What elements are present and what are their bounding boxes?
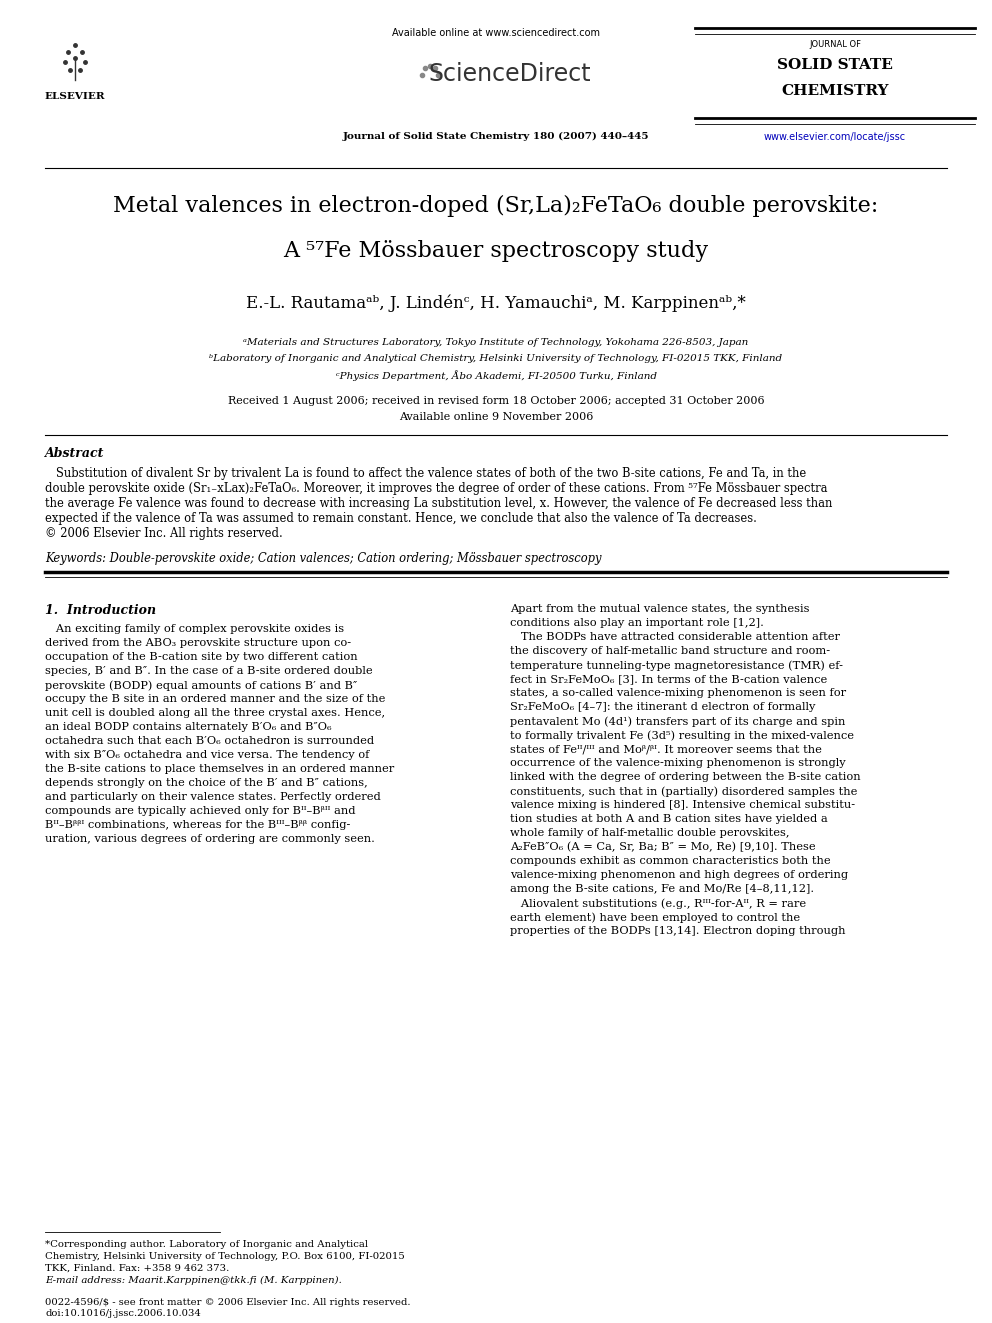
Text: SOLID STATE: SOLID STATE [777, 58, 893, 71]
Text: JOURNAL OF: JOURNAL OF [809, 40, 861, 49]
Text: occupy the B site in an ordered manner and the size of the: occupy the B site in an ordered manner a… [45, 695, 385, 704]
Text: states of Feᴵᴵ/ᴵᴵᴵ and Moᵝ/ᵝᴵ. It moreover seems that the: states of Feᴵᴵ/ᴵᴵᴵ and Moᵝ/ᵝᴵ. It moreov… [510, 744, 822, 754]
Text: Chemistry, Helsinki University of Technology, P.O. Box 6100, FI-02015: Chemistry, Helsinki University of Techno… [45, 1252, 405, 1261]
Text: conditions also play an important role [1,2].: conditions also play an important role [… [510, 618, 764, 628]
Text: valence-mixing phenomenon and high degrees of ordering: valence-mixing phenomenon and high degre… [510, 871, 848, 880]
Text: tion studies at both A and B cation sites have yielded a: tion studies at both A and B cation site… [510, 814, 827, 824]
Text: Available online at www.sciencedirect.com: Available online at www.sciencedirect.co… [392, 28, 600, 38]
Text: occupation of the B-cation site by two different cation: occupation of the B-cation site by two d… [45, 652, 358, 662]
Text: © 2006 Elsevier Inc. All rights reserved.: © 2006 Elsevier Inc. All rights reserved… [45, 527, 283, 540]
Text: derived from the ABO₃ perovskite structure upon co-: derived from the ABO₃ perovskite structu… [45, 638, 351, 648]
Text: double perovskite oxide (Sr₁₋xLax)₂FeTaO₆. Moreover, it improves the degree of o: double perovskite oxide (Sr₁₋xLax)₂FeTaO… [45, 482, 827, 495]
Text: E-mail address: Maarit.Karppinen@tkk.fi (M. Karppinen).: E-mail address: Maarit.Karppinen@tkk.fi … [45, 1275, 342, 1285]
Text: An exciting family of complex perovskite oxides is: An exciting family of complex perovskite… [45, 624, 344, 634]
Text: Abstract: Abstract [45, 447, 104, 460]
Text: fect in Sr₂FeMoO₆ [3]. In terms of the B-cation valence: fect in Sr₂FeMoO₆ [3]. In terms of the B… [510, 673, 827, 684]
Text: expected if the valence of Ta was assumed to remain constant. Hence, we conclude: expected if the valence of Ta was assume… [45, 512, 757, 525]
Text: ELSEVIER: ELSEVIER [45, 93, 105, 101]
Text: 0022-4596/$ - see front matter © 2006 Elsevier Inc. All rights reserved.: 0022-4596/$ - see front matter © 2006 El… [45, 1298, 411, 1307]
Text: states, a so-called valence-mixing phenomenon is seen for: states, a so-called valence-mixing pheno… [510, 688, 846, 699]
Text: Keywords: Double-perovskite oxide; Cation valences; Cation ordering; Mössbauer s: Keywords: Double-perovskite oxide; Catio… [45, 552, 601, 565]
Text: *Corresponding author. Laboratory of Inorganic and Analytical: *Corresponding author. Laboratory of Ino… [45, 1240, 368, 1249]
Text: and particularly on their valence states. Perfectly ordered: and particularly on their valence states… [45, 792, 381, 802]
Text: Available online 9 November 2006: Available online 9 November 2006 [399, 411, 593, 422]
Text: the B-site cations to place themselves in an ordered manner: the B-site cations to place themselves i… [45, 763, 394, 774]
Text: properties of the BODPs [13,14]. Electron doping through: properties of the BODPs [13,14]. Electro… [510, 926, 845, 935]
Text: species, B′ and B″. In the case of a B-site ordered double: species, B′ and B″. In the case of a B-s… [45, 665, 373, 676]
Text: Substitution of divalent Sr by trivalent La is found to affect the valence state: Substitution of divalent Sr by trivalent… [45, 467, 806, 480]
Text: pentavalent Mo (4d¹) transfers part of its charge and spin: pentavalent Mo (4d¹) transfers part of i… [510, 716, 845, 726]
Text: doi:10.1016/j.jssc.2006.10.034: doi:10.1016/j.jssc.2006.10.034 [45, 1308, 200, 1318]
Text: Journal of Solid State Chemistry 180 (2007) 440–445: Journal of Solid State Chemistry 180 (20… [343, 132, 649, 142]
Text: A ⁵⁷Fe Mössbauer spectroscopy study: A ⁵⁷Fe Mössbauer spectroscopy study [284, 239, 708, 262]
Text: compounds are typically achieved only for Bᴵᴵ–Bᵝᴵᴵ and: compounds are typically achieved only fo… [45, 806, 355, 816]
Text: occurrence of the valence-mixing phenomenon is strongly: occurrence of the valence-mixing phenome… [510, 758, 845, 767]
Text: ᵃMaterials and Structures Laboratory, Tokyo Institute of Technology, Yokohama 22: ᵃMaterials and Structures Laboratory, To… [243, 337, 749, 347]
Text: octahedra such that each B′O₆ octahedron is surrounded: octahedra such that each B′O₆ octahedron… [45, 736, 374, 746]
Text: Bᴵᴵ–Bᵝᵝᴵ combinations, whereas for the Bᴵᴵᴵ–Bᵝᵝ config-: Bᴵᴵ–Bᵝᵝᴵ combinations, whereas for the B… [45, 820, 350, 830]
Text: with six B″O₆ octahedra and vice versa. The tendency of: with six B″O₆ octahedra and vice versa. … [45, 750, 369, 759]
Text: 1.  Introduction: 1. Introduction [45, 605, 156, 617]
Text: ᶜPhysics Department, Åbo Akademi, FI-20500 Turku, Finland: ᶜPhysics Department, Åbo Akademi, FI-205… [335, 370, 657, 381]
Text: A₂FeB″O₆ (A = Ca, Sr, Ba; B″ = Mo, Re) [9,10]. These: A₂FeB″O₆ (A = Ca, Sr, Ba; B″ = Mo, Re) [… [510, 841, 815, 852]
Text: compounds exhibit as common characteristics both the: compounds exhibit as common characterist… [510, 856, 830, 867]
Text: uration, various degrees of ordering are commonly seen.: uration, various degrees of ordering are… [45, 833, 375, 844]
Text: Apart from the mutual valence states, the synthesis: Apart from the mutual valence states, th… [510, 605, 809, 614]
Text: linked with the degree of ordering between the B-site cation: linked with the degree of ordering betwe… [510, 773, 861, 782]
Text: an ideal BODP contains alternately B′O₆ and B″O₆: an ideal BODP contains alternately B′O₆ … [45, 722, 331, 732]
Text: Received 1 August 2006; received in revised form 18 October 2006; accepted 31 Oc: Received 1 August 2006; received in revi… [228, 396, 764, 406]
Text: perovskite (BODP) equal amounts of cations B′ and B″: perovskite (BODP) equal amounts of catio… [45, 680, 357, 691]
Text: ᵇLaboratory of Inorganic and Analytical Chemistry, Helsinki University of Techno: ᵇLaboratory of Inorganic and Analytical … [209, 355, 783, 363]
Text: depends strongly on the choice of the B′ and B″ cations,: depends strongly on the choice of the B′… [45, 778, 368, 789]
Text: valence mixing is hindered [8]. Intensive chemical substitu-: valence mixing is hindered [8]. Intensiv… [510, 800, 855, 810]
Text: Metal valences in electron-doped (Sr,La)₂FeTaO₆ double perovskite:: Metal valences in electron-doped (Sr,La)… [113, 194, 879, 217]
Text: whole family of half-metallic double perovskites,: whole family of half-metallic double per… [510, 828, 790, 837]
Text: www.elsevier.com/locate/jssc: www.elsevier.com/locate/jssc [764, 132, 906, 142]
Text: the discovery of half-metallic band structure and room-: the discovery of half-metallic band stru… [510, 646, 830, 656]
Text: temperature tunneling-type magnetoresistance (TMR) ef-: temperature tunneling-type magnetoresist… [510, 660, 843, 671]
Text: among the B-site cations, Fe and Mo/Re [4–8,11,12].: among the B-site cations, Fe and Mo/Re [… [510, 884, 814, 894]
Text: Sr₂FeMoO₆ [4–7]: the itinerant d electron of formally: Sr₂FeMoO₆ [4–7]: the itinerant d electro… [510, 703, 815, 712]
Text: The BODPs have attracted considerable attention after: The BODPs have attracted considerable at… [510, 632, 840, 642]
Text: Aliovalent substitutions (e.g., Rᴵᴵᴵ-for-Aᴵᴵ, R = rare: Aliovalent substitutions (e.g., Rᴵᴵᴵ-for… [510, 898, 806, 909]
Text: CHEMISTRY: CHEMISTRY [782, 83, 889, 98]
Text: ScienceDirect: ScienceDirect [429, 62, 591, 86]
Text: to formally trivalent Fe (3d⁵) resulting in the mixed-valence: to formally trivalent Fe (3d⁵) resulting… [510, 730, 854, 741]
Text: earth element) have been employed to control the: earth element) have been employed to con… [510, 912, 801, 922]
Text: the average Fe valence was found to decrease with increasing La substitution lev: the average Fe valence was found to decr… [45, 497, 832, 509]
Text: constituents, such that in (partially) disordered samples the: constituents, such that in (partially) d… [510, 786, 857, 796]
Text: E.-L. Rautamaᵃᵇ, J. Lindénᶜ, H. Yamauchiᵃ, M. Karppinenᵃᵇ,*: E.-L. Rautamaᵃᵇ, J. Lindénᶜ, H. Yamauchi… [246, 295, 746, 312]
Text: TKK, Finland. Fax: +358 9 462 373.: TKK, Finland. Fax: +358 9 462 373. [45, 1263, 229, 1273]
Text: unit cell is doubled along all the three crystal axes. Hence,: unit cell is doubled along all the three… [45, 708, 385, 718]
